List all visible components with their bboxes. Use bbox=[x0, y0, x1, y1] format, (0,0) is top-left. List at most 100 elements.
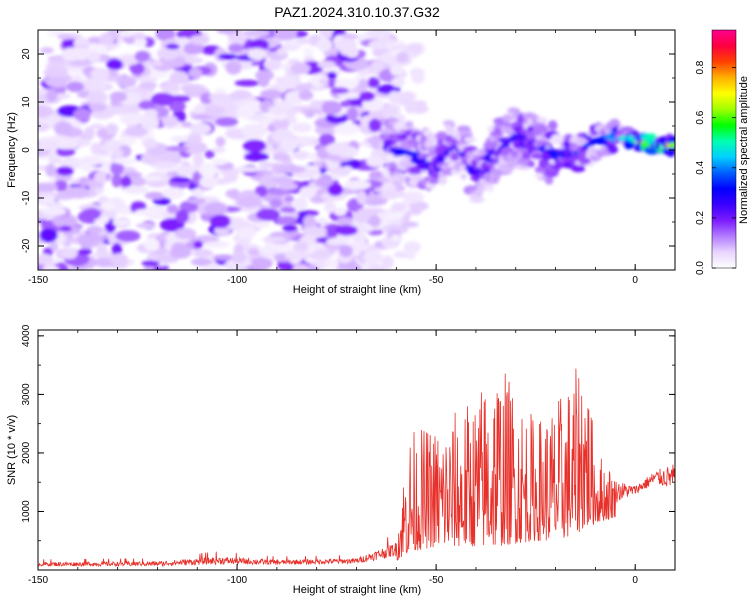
heatmap-cell bbox=[492, 170, 502, 180]
heatmap-cell bbox=[57, 33, 72, 40]
colorbar-tick-label: 0.4 bbox=[695, 160, 706, 174]
heatmap-cell bbox=[329, 167, 352, 175]
heatmap-cell bbox=[111, 242, 123, 257]
y-tick-label: -20 bbox=[21, 238, 32, 253]
x-tick-label: -50 bbox=[429, 575, 444, 586]
heatmap-cell bbox=[571, 165, 586, 173]
heatmap-cell bbox=[254, 185, 268, 198]
heatmap-cell bbox=[38, 140, 60, 151]
heatmap-cell bbox=[368, 264, 387, 270]
heatmap-cell bbox=[257, 246, 279, 255]
heatmap-cell bbox=[390, 234, 401, 242]
heatmap-cell bbox=[83, 126, 95, 141]
colorbar-tick-label: 0.8 bbox=[695, 60, 706, 74]
heatmap-cell bbox=[263, 59, 283, 71]
heatmap-cell bbox=[66, 81, 85, 93]
y-tick-label: 2000 bbox=[21, 441, 32, 464]
heatmap-cell bbox=[274, 30, 298, 41]
heatmap-cell bbox=[109, 91, 128, 103]
heatmap-cell bbox=[94, 170, 108, 185]
heatmap-cell bbox=[280, 138, 298, 153]
heatmap-cell bbox=[146, 179, 168, 188]
heatmap-cell bbox=[231, 251, 247, 264]
heatmap-cell bbox=[317, 60, 336, 69]
x-tick-label: 0 bbox=[632, 575, 638, 586]
heatmap-cell bbox=[86, 90, 108, 105]
heatmap-cell bbox=[134, 50, 151, 63]
heatmap-cell bbox=[204, 150, 215, 159]
heatmap-cell bbox=[228, 43, 244, 53]
heatmap-cell bbox=[327, 71, 337, 79]
heatmap-cell bbox=[82, 78, 96, 87]
heatmap-cell bbox=[46, 77, 68, 88]
heatmap-cell bbox=[278, 182, 298, 191]
heatmap-cell bbox=[212, 146, 226, 154]
heatmap-cell bbox=[86, 225, 103, 235]
heatmap-cell bbox=[425, 182, 436, 189]
heatmap-cell bbox=[242, 30, 270, 37]
heatmap-cell bbox=[56, 166, 74, 176]
heatmap-cell bbox=[100, 201, 115, 211]
colorbar-tick-label: 0.2 bbox=[695, 211, 706, 225]
heatmap-cell bbox=[150, 92, 176, 106]
heatmap-cell bbox=[370, 60, 385, 73]
heatmap-cell bbox=[368, 118, 382, 133]
heatmap-cell bbox=[404, 191, 425, 204]
heatmap-cell bbox=[236, 105, 255, 119]
heatmap-cell bbox=[110, 161, 124, 175]
snr-ticks: -150 -100 -50 0 1000 2000 3000 4000 bbox=[21, 324, 676, 586]
heatmap-cell bbox=[191, 188, 205, 196]
heatmap-cell bbox=[273, 117, 290, 132]
heatmap-cell bbox=[292, 263, 310, 270]
colorbar-label: Normalized spectral amplitude bbox=[738, 76, 750, 224]
x-tick-label: -100 bbox=[227, 575, 247, 586]
heatmap-cell bbox=[46, 90, 58, 103]
heatmap-cell bbox=[291, 122, 312, 133]
heatmap-cell bbox=[242, 139, 267, 153]
heatmap-cell bbox=[247, 48, 267, 60]
heatmap-cell bbox=[321, 100, 342, 116]
heatmap-cell bbox=[279, 206, 297, 214]
heatmap-cell bbox=[218, 53, 238, 60]
heatmap-cell bbox=[45, 163, 56, 177]
heatmap-cell bbox=[348, 241, 369, 252]
heatmap-cell bbox=[301, 226, 328, 236]
heatmap-cell bbox=[60, 248, 78, 260]
heatmap-cell bbox=[442, 120, 455, 126]
x-tick-label: -50 bbox=[429, 275, 444, 286]
heatmap-cell bbox=[401, 221, 419, 228]
heatmap-cell bbox=[209, 214, 231, 229]
heatmap-cell bbox=[460, 173, 467, 180]
heatmap-cell bbox=[166, 204, 179, 214]
heatmap-cell bbox=[118, 30, 134, 38]
heatmap-cell bbox=[165, 43, 180, 50]
snr-x-axis-label: Height of straight line (km) bbox=[293, 584, 421, 596]
heatmap-cell bbox=[189, 35, 210, 45]
heatmap-cell bbox=[530, 153, 545, 160]
heatmap-cell bbox=[87, 44, 108, 53]
heatmap-cell bbox=[284, 249, 308, 261]
heatmap-cell bbox=[269, 198, 283, 209]
heatmap-cell bbox=[215, 117, 239, 127]
heatmap-cell bbox=[474, 189, 483, 198]
heatmap-cell bbox=[187, 197, 206, 205]
heatmap-cell bbox=[391, 211, 405, 219]
heatmap-cell bbox=[38, 123, 49, 132]
heatmap-cell bbox=[120, 175, 132, 189]
heatmap-cell bbox=[259, 89, 283, 100]
heatmap-cell bbox=[283, 195, 295, 203]
heatmap-cell bbox=[381, 188, 401, 200]
heatmap-cell bbox=[38, 182, 59, 192]
heatmap-cell bbox=[183, 42, 204, 55]
heatmap-cell bbox=[257, 72, 270, 88]
heatmap-cell bbox=[90, 123, 105, 130]
y-tick-label: 10 bbox=[21, 96, 32, 108]
heatmap-cell bbox=[608, 145, 618, 154]
heatmap-cell bbox=[668, 142, 675, 149]
heatmap-cell bbox=[333, 207, 347, 216]
heatmap-cell bbox=[188, 67, 203, 79]
heatmap-cell bbox=[318, 78, 329, 85]
heatmap-cell bbox=[174, 227, 197, 240]
heatmap-cell bbox=[483, 141, 496, 150]
